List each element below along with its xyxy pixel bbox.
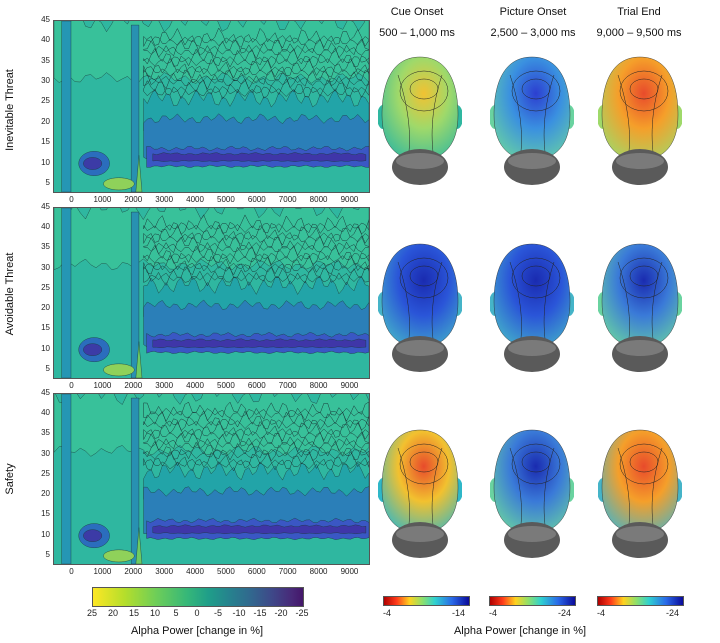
x-tick-label: 8000 (309, 195, 328, 204)
row-label-avoidable: Avoidable Threat (4, 252, 16, 336)
topo-head (377, 55, 463, 190)
y-tick-label: 40 (41, 35, 50, 45)
colorbar-right-min: -4 (597, 608, 606, 618)
x-tick-label: 1000 (93, 381, 112, 390)
x-tick-label: 7000 (278, 381, 297, 390)
x-tick-label: 5000 (217, 195, 235, 204)
colorbar-left-label: Alpha Power [change in %] (130, 625, 264, 637)
x-tick-label: 9000 (340, 567, 359, 576)
colorbar-left-tick: 15 (128, 608, 139, 618)
y-tick-label: 25 (41, 96, 50, 106)
y-tick-label: 30 (41, 262, 50, 272)
colorbar-left-tick: 10 (149, 608, 160, 618)
y-tick-label: 5 (45, 549, 50, 559)
y-tick-label: 15 (41, 137, 50, 147)
x-tick-label: 8000 (309, 567, 328, 576)
colorbar-right (597, 596, 684, 606)
topo-head (597, 55, 683, 190)
x-tick-label: 4000 (186, 567, 204, 576)
x-tick-label: 3000 (155, 195, 174, 204)
row-label-inevitable: Inevitable Threat (4, 68, 16, 151)
x-tick-label: 6000 (247, 567, 266, 576)
colorbar-left-tick: 20 (107, 608, 118, 618)
y-tick-label: 40 (41, 222, 50, 232)
y-tick-label: 45 (41, 388, 50, 397)
colorbar-left-tick: -15 (253, 608, 267, 618)
colorbar-right-min: -4 (489, 608, 498, 618)
topo-head (489, 428, 575, 563)
header-cue-onset: Cue Onset 500 – 1,000 ms (379, 6, 455, 39)
x-tick-label: 0 (69, 195, 74, 204)
y-tick-label: 15 (41, 323, 50, 333)
colorbar-left-tick: -25 (295, 608, 309, 618)
y-tick-label: 30 (41, 448, 50, 458)
topo-head (597, 428, 683, 563)
y-tick-label: 20 (41, 303, 50, 313)
colorbar-right (489, 596, 576, 606)
tf-plot-inevitable (53, 20, 370, 193)
x-tick-label: 3000 (155, 567, 174, 576)
x-tick-label: 8000 (309, 381, 328, 390)
x-tick-label: 4000 (186, 195, 204, 204)
x-tick-label: 7000 (278, 567, 297, 576)
colorbar-left-gradient (93, 588, 303, 606)
tf-plot-safety (53, 393, 370, 565)
colorbar-left (92, 587, 304, 607)
y-tick-label: 5 (45, 177, 50, 187)
x-tick-label: 5000 (217, 567, 235, 576)
y-tick-label: 25 (41, 282, 50, 292)
colorbar-right-max: -24 (558, 608, 572, 618)
x-tick-label: 1000 (93, 195, 112, 204)
x-tick-label: 2000 (124, 195, 143, 204)
colorbar-right-max: -24 (666, 608, 680, 618)
topo-head (377, 428, 463, 563)
header-trial-end: Trial End 9,000 – 9,500 ms (596, 6, 682, 39)
topo-head (489, 242, 575, 377)
x-tick-label: 1000 (93, 567, 112, 576)
x-tick-label: 3000 (155, 381, 174, 390)
y-tick-label: 30 (41, 76, 50, 86)
y-tick-label: 5 (45, 363, 50, 373)
y-tick-label: 10 (41, 157, 50, 167)
x-tick-label: 7000 (278, 195, 297, 204)
y-tick-label: 45 (41, 202, 50, 211)
x-tick-label: 0 (69, 381, 74, 390)
topo-head (597, 242, 683, 377)
colorbar-left-tick: -10 (232, 608, 246, 618)
row-label-safety: Safety (4, 463, 16, 495)
y-tick-label: 15 (41, 509, 50, 519)
x-tick-label: 2000 (124, 381, 143, 390)
colorbar-right-label: Alpha Power [change in %] (453, 625, 587, 637)
header-picture-onset: Picture Onset 2,500 – 3,000 ms (490, 6, 576, 39)
y-tick-label: 35 (41, 242, 50, 252)
y-tick-label: 45 (41, 15, 50, 24)
y-tick-label: 25 (41, 468, 50, 478)
colorbar-right-max: -14 (452, 608, 466, 618)
x-tick-label: 9000 (340, 381, 359, 390)
y-tick-label: 40 (41, 408, 50, 418)
colorbar-left-tick: 5 (173, 608, 179, 618)
y-tick-label: 10 (41, 529, 50, 539)
x-tick-label: 0 (69, 567, 74, 576)
y-tick-label: 10 (41, 343, 50, 353)
y-tick-label: 20 (41, 489, 50, 499)
x-tick-label: 2000 (124, 567, 143, 576)
colorbar-left-tick: -20 (274, 608, 288, 618)
topo-head (489, 55, 575, 190)
x-tick-label: 4000 (186, 381, 204, 390)
colorbar-right (383, 596, 470, 606)
colorbar-left-tick: 0 (194, 608, 200, 618)
x-tick-label: 6000 (247, 195, 266, 204)
topo-head (377, 242, 463, 377)
y-tick-label: 20 (41, 116, 50, 126)
colorbar-right-min: -4 (383, 608, 392, 618)
x-tick-label: 9000 (340, 195, 359, 204)
x-tick-label: 5000 (217, 381, 235, 390)
y-tick-label: 35 (41, 55, 50, 65)
tf-plot-avoidable (53, 207, 370, 379)
colorbar-left-tick: 25 (86, 608, 97, 618)
y-tick-label: 35 (41, 428, 50, 438)
colorbar-left-tick: -5 (213, 608, 222, 618)
x-tick-label: 6000 (247, 381, 266, 390)
